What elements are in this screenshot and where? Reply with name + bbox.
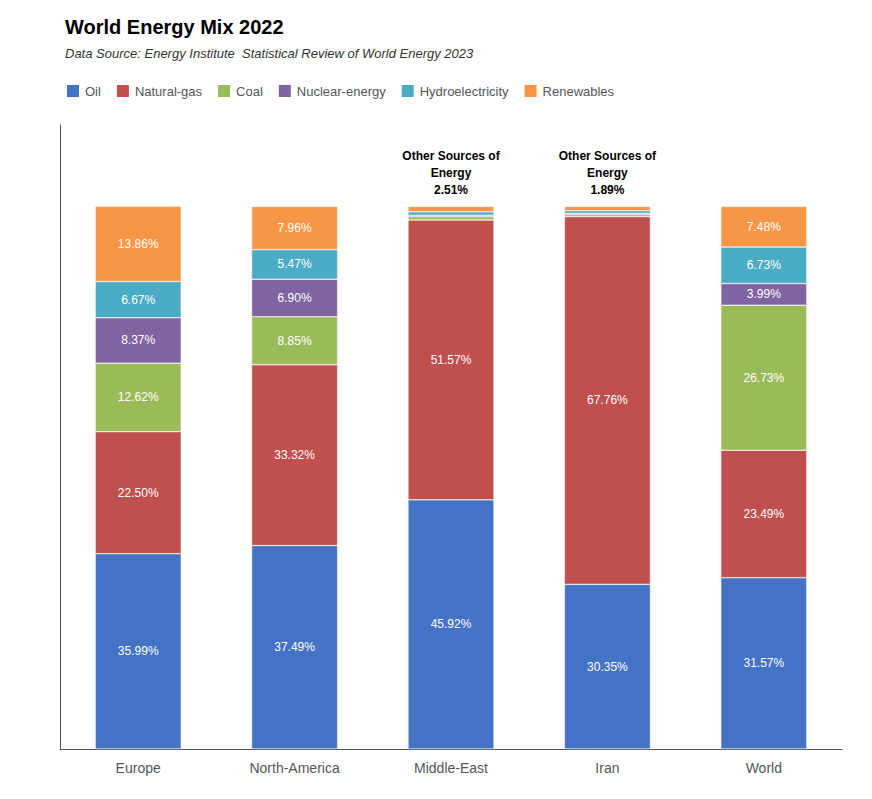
svg-text:Data Source: Energy Institute: Data Source: Energy Institute Statistica… [65,46,474,61]
svg-text:Hydroelectricity: Hydroelectricity [420,84,509,99]
svg-text:World Energy Mix 2022: World Energy Mix 2022 [65,16,284,38]
svg-text:2.51%: 2.51% [434,183,468,197]
svg-text:Europe: Europe [116,760,161,776]
svg-text:1.89%: 1.89% [590,183,624,197]
svg-text:8.85%: 8.85% [278,334,312,348]
svg-text:Other Sources of: Other Sources of [559,149,657,163]
svg-text:6.90%: 6.90% [278,291,312,305]
svg-text:5.47%: 5.47% [278,257,312,271]
svg-text:22.50%: 22.50% [118,486,159,500]
svg-text:51.57%: 51.57% [431,353,472,367]
svg-text:30.35%: 30.35% [587,660,628,674]
svg-text:North-America: North-America [249,760,339,776]
svg-text:Energy: Energy [431,166,472,180]
svg-text:23.49%: 23.49% [743,507,784,521]
svg-text:8.37%: 8.37% [121,333,155,347]
svg-text:13.86%: 13.86% [118,237,159,251]
svg-text:Other Sources of: Other Sources of [402,149,500,163]
svg-text:3.99%: 3.99% [747,287,781,301]
svg-text:World: World [746,760,782,776]
svg-text:Nuclear-energy: Nuclear-energy [297,84,386,99]
svg-text:33.32%: 33.32% [274,448,315,462]
svg-text:7.96%: 7.96% [278,221,312,235]
svg-text:6.67%: 6.67% [121,293,155,307]
svg-text:7.48%: 7.48% [747,220,781,234]
svg-text:Renewables: Renewables [543,84,615,99]
svg-text:37.49%: 37.49% [274,640,315,654]
svg-text:Oil: Oil [85,84,101,99]
svg-text:26.73%: 26.73% [743,371,784,385]
svg-text:31.57%: 31.57% [743,656,784,670]
svg-text:Energy: Energy [587,166,628,180]
svg-text:Middle-East: Middle-East [414,760,488,776]
svg-text:Natural-gas: Natural-gas [135,84,203,99]
svg-text:Iran: Iran [595,760,619,776]
svg-text:35.99%: 35.99% [118,644,159,658]
svg-text:Coal: Coal [236,84,263,99]
svg-text:67.76%: 67.76% [587,393,628,407]
svg-text:6.73%: 6.73% [747,258,781,272]
svg-text:12.62%: 12.62% [118,390,159,404]
svg-text:45.92%: 45.92% [431,617,472,631]
